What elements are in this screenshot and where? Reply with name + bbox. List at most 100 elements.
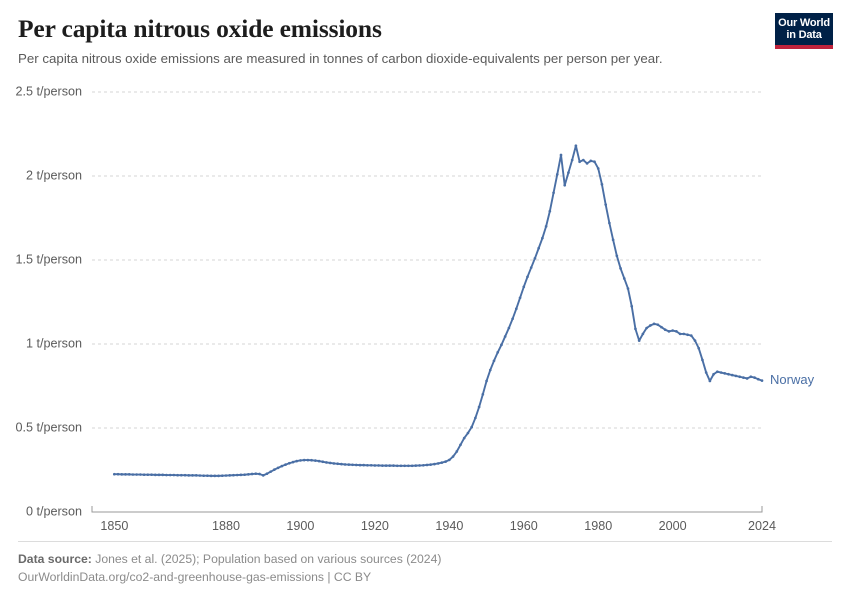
series-point bbox=[500, 343, 503, 347]
y-axis-tick-label: 1.5 t/person bbox=[15, 252, 82, 266]
series-point bbox=[403, 464, 407, 468]
series-point bbox=[265, 472, 269, 476]
series-point bbox=[276, 466, 280, 470]
series-point bbox=[362, 463, 366, 467]
x-axis-tick-label: 1850 bbox=[100, 519, 128, 533]
series-point bbox=[254, 472, 258, 476]
series-point bbox=[429, 463, 433, 466]
series-point bbox=[418, 464, 421, 467]
series-point bbox=[470, 425, 474, 429]
x-axis-tick-label: 1960 bbox=[510, 519, 538, 533]
series-point bbox=[172, 473, 176, 477]
y-axis-tick-label: 0.5 t/person bbox=[15, 420, 82, 434]
series-point bbox=[496, 351, 500, 354]
series-point bbox=[139, 473, 142, 476]
series-point bbox=[652, 322, 656, 326]
series-point bbox=[150, 473, 153, 477]
series-point bbox=[637, 339, 641, 342]
series-point bbox=[511, 317, 514, 321]
series-point bbox=[179, 473, 183, 477]
series-point bbox=[440, 461, 444, 464]
series-point bbox=[358, 463, 362, 467]
series-line-norway[interactable] bbox=[113, 144, 763, 477]
series-point bbox=[760, 379, 764, 382]
series-point bbox=[224, 474, 228, 477]
series-point bbox=[213, 474, 217, 478]
x-axis-tick-label: 2000 bbox=[659, 519, 687, 533]
series-point bbox=[395, 464, 399, 468]
series-point bbox=[641, 332, 645, 336]
series-point bbox=[369, 463, 373, 467]
series-point bbox=[239, 473, 243, 477]
series-point bbox=[656, 323, 660, 327]
series-point bbox=[191, 474, 194, 477]
owid-logo[interactable]: Our World in Data bbox=[775, 13, 833, 49]
series-point bbox=[541, 236, 544, 240]
series-point bbox=[258, 472, 261, 476]
series-point bbox=[388, 464, 392, 467]
series-point bbox=[570, 158, 574, 162]
series-point bbox=[712, 372, 715, 376]
series-point bbox=[555, 172, 559, 176]
series-point bbox=[161, 473, 165, 477]
series-point bbox=[407, 464, 410, 468]
x-axis-tick-label: 1980 bbox=[584, 519, 612, 533]
series-point bbox=[135, 473, 139, 476]
y-axis-tick-label: 0 t/person bbox=[26, 504, 82, 518]
series-point bbox=[146, 473, 150, 477]
series-point bbox=[544, 225, 548, 228]
series-point bbox=[645, 326, 648, 330]
x-axis-tick-label: 1900 bbox=[286, 519, 314, 533]
series-point bbox=[660, 325, 663, 329]
series-point bbox=[563, 183, 567, 187]
series-point bbox=[425, 463, 429, 467]
series-point bbox=[667, 330, 671, 333]
series-point bbox=[295, 459, 299, 463]
series-point bbox=[507, 326, 511, 330]
series-label-norway: Norway bbox=[770, 372, 815, 387]
series-point bbox=[220, 474, 224, 478]
series-point bbox=[340, 462, 343, 466]
series-point bbox=[299, 459, 302, 462]
series-point bbox=[287, 461, 291, 465]
x-axis-tick-label: 1940 bbox=[435, 519, 463, 533]
series-point bbox=[574, 144, 578, 148]
series-point bbox=[630, 304, 634, 308]
series-point bbox=[261, 474, 265, 477]
series-point bbox=[246, 473, 250, 476]
series-point bbox=[112, 472, 116, 476]
series-point bbox=[701, 358, 704, 362]
series-point bbox=[176, 473, 179, 477]
x-axis-tick-label: 2024 bbox=[748, 519, 776, 533]
series-point bbox=[529, 266, 533, 269]
series-point bbox=[622, 277, 626, 280]
series-point bbox=[250, 472, 254, 476]
series-point bbox=[228, 474, 232, 477]
series-point bbox=[447, 458, 451, 462]
series-point bbox=[503, 335, 507, 338]
series-point bbox=[619, 267, 622, 270]
data-source-line: Data source: Jones et al. (2025); Popula… bbox=[18, 550, 832, 568]
series-point bbox=[206, 474, 209, 478]
series-point bbox=[526, 275, 529, 279]
series-point bbox=[313, 459, 317, 462]
series-point bbox=[444, 460, 447, 463]
series-point bbox=[522, 285, 526, 289]
series-point bbox=[675, 330, 678, 333]
series-point bbox=[131, 473, 135, 476]
series-point bbox=[310, 458, 313, 462]
series-point bbox=[581, 158, 585, 162]
series-point bbox=[433, 462, 436, 466]
series-point bbox=[373, 464, 377, 467]
series-point bbox=[421, 463, 425, 467]
series-point bbox=[608, 221, 611, 225]
series-point bbox=[693, 339, 697, 342]
owid-logo-line-1: Our World bbox=[778, 16, 830, 29]
series-point bbox=[678, 332, 682, 336]
series-point bbox=[351, 463, 354, 467]
source-link-line[interactable]: OurWorldinData.org/co2-and-greenhouse-ga… bbox=[18, 570, 372, 584]
page-title: Per capita nitrous oxide emissions bbox=[18, 14, 382, 43]
series-point bbox=[183, 473, 187, 477]
series-point bbox=[232, 473, 235, 477]
